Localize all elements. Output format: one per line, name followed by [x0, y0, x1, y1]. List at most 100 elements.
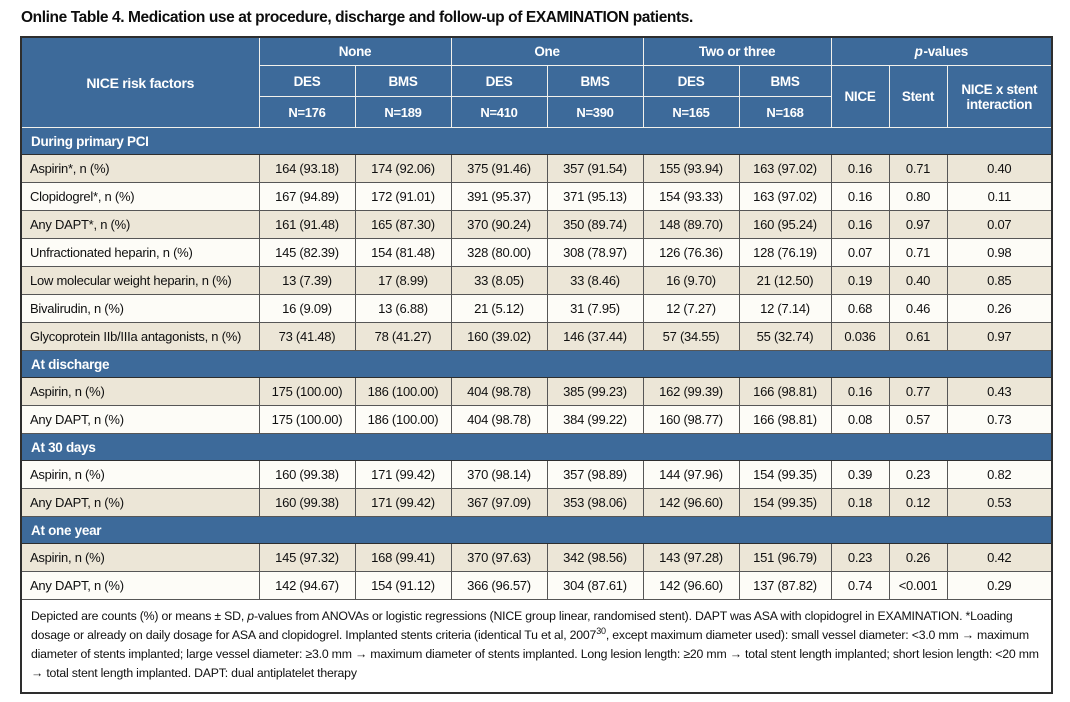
p-value-cell: 0.26 [946, 294, 1053, 323]
value-cell: 21 (5.12) [450, 294, 548, 323]
col-n-bms-two: N=168 [738, 96, 832, 128]
header-n-row: N=176 N=189 N=410 N=390 N=165 N=168 [21, 96, 1052, 128]
p-value-cell: <0.001 [888, 571, 948, 600]
p-value-cell: 0.08 [830, 405, 890, 434]
table-row: Any DAPT, n (%) 175 (100.00) 186 (100.00) 4… [20, 405, 1053, 434]
footnote-pre: Depicted are counts (%) or means ± SD, [31, 609, 248, 623]
value-cell: 175 (100.00) [258, 405, 356, 434]
section-header: At 30 days [20, 433, 1053, 461]
value-cell: 186 (100.00) [354, 405, 452, 434]
section-row: During primary PCI [20, 127, 1053, 155]
value-cell: 12 (7.14) [738, 294, 832, 323]
value-cell: 151 (96.79) [738, 543, 832, 572]
value-cell: 165 (87.30) [354, 210, 452, 239]
value-cell: 137 (87.82) [738, 571, 832, 600]
col-header-des-one: DES [450, 65, 548, 97]
p-value-cell: 0.26 [888, 543, 948, 572]
value-cell: 13 (6.88) [354, 294, 452, 323]
p-value-cell: 0.16 [830, 210, 890, 239]
value-cell: 154 (91.12) [354, 571, 452, 600]
p-value-cell: 0.71 [888, 154, 948, 183]
table-row: Unfractionated heparin, n (%) 145 (82.39)… [20, 238, 1053, 267]
col-header-des-two: DES [642, 65, 740, 97]
value-cell: 145 (97.32) [258, 543, 356, 572]
table-row: Any DAPT, n (%) 142 (94.67) 154 (91.12) 366… [20, 571, 1053, 600]
section-row: At 30 days [20, 433, 1053, 461]
value-cell: 160 (98.77) [642, 405, 740, 434]
value-cell: 155 (93.94) [642, 154, 740, 183]
value-cell: 142 (96.60) [642, 571, 740, 600]
col-group-none: None [258, 36, 452, 66]
footnote-mid: -values from ANOVAs or logistic regressi… [31, 609, 1013, 643]
value-cell: 16 (9.70) [642, 266, 740, 295]
value-cell: 353 (98.06) [546, 488, 644, 517]
footnote-p-italic: p [247, 609, 254, 623]
p-value-cell: 0.18 [830, 488, 890, 517]
value-cell: 371 (95.13) [546, 182, 644, 211]
value-cell: 33 (8.05) [450, 266, 548, 295]
value-cell: 160 (39.02) [450, 322, 548, 351]
value-cell: 31 (7.95) [546, 294, 644, 323]
row-label: Bivalirudin, n (%) [20, 294, 260, 323]
value-cell: 13 (7.39) [258, 266, 356, 295]
col-header-nice-x-stent-interaction: NICE x stent interaction [946, 65, 1053, 128]
table-row: Clopidogrel*, n (%) 167 (94.89) 172 (91.01… [20, 182, 1053, 211]
value-cell: 17 (8.99) [354, 266, 452, 295]
value-cell: 144 (97.96) [642, 460, 740, 489]
value-cell: 55 (32.74) [738, 322, 832, 351]
footnote-post: , except maximum diameter used): small v… [31, 628, 1039, 681]
row-label: Low molecular weight heparin, n (%) [20, 266, 260, 295]
p-value-cell: 0.77 [888, 377, 948, 406]
col-header-nice-p: NICE [830, 65, 890, 128]
footnote-text: Depicted are counts (%) or means ± SD, p… [20, 599, 1053, 694]
row-label: Glycoprotein IIb/IIIa antagonists, n (%) [20, 322, 260, 351]
section-header: At discharge [20, 350, 1053, 378]
table-row: Aspirin, n (%) 145 (97.32) 168 (99.41) 370 … [20, 543, 1053, 572]
value-cell: 160 (99.38) [258, 460, 356, 489]
p-value-cell: 0.97 [888, 210, 948, 239]
value-cell: 370 (98.14) [450, 460, 548, 489]
value-cell: 161 (91.48) [258, 210, 356, 239]
p-value-cell: 0.57 [888, 405, 948, 434]
row-label: Any DAPT, n (%) [20, 488, 260, 517]
col-header-bms-two: BMS [738, 65, 832, 97]
value-cell: 168 (99.41) [354, 543, 452, 572]
table-row: Any DAPT, n (%) 160 (99.38) 171 (99.42) 367… [20, 488, 1053, 517]
p-value-cell: 0.97 [946, 322, 1053, 351]
value-cell: 175 (100.00) [258, 377, 356, 406]
p-values-label-italic: p [914, 44, 923, 59]
header-group-row: NICE risk factors None One Two or three … [20, 36, 1053, 128]
value-cell: 16 (9.09) [258, 294, 356, 323]
value-cell: 357 (98.89) [546, 460, 644, 489]
value-cell: 304 (87.61) [546, 571, 644, 600]
p-value-cell: 0.12 [888, 488, 948, 517]
value-cell: 308 (78.97) [546, 238, 644, 267]
value-cell: 78 (41.27) [354, 322, 452, 351]
value-cell: 370 (97.63) [450, 543, 548, 572]
value-cell: 164 (93.18) [258, 154, 356, 183]
p-value-cell: 0.23 [830, 543, 890, 572]
value-cell: 160 (99.38) [258, 488, 356, 517]
value-cell: 163 (97.02) [738, 182, 832, 211]
col-header-des-none: DES [258, 65, 356, 97]
value-cell: 145 (82.39) [258, 238, 356, 267]
row-label: Aspirin, n (%) [20, 460, 260, 489]
value-cell: 21 (12.50) [738, 266, 832, 295]
section-row: At discharge [20, 350, 1053, 378]
table-row: Aspirin, n (%) 160 (99.38) 171 (99.42) 370 … [20, 460, 1053, 489]
row-label: Aspirin, n (%) [20, 543, 260, 572]
value-cell: 357 (91.54) [546, 154, 644, 183]
table-row: Aspirin, n (%) 175 (100.00) 186 (100.00) 40… [20, 377, 1053, 406]
table-title: Online Table 4. Medication use at proced… [21, 9, 693, 26]
row-label: Unfractionated heparin, n (%) [20, 238, 260, 267]
value-cell: 366 (96.57) [450, 571, 548, 600]
p-value-cell: 0.11 [946, 182, 1053, 211]
row-label: Clopidogrel*, n (%) [20, 182, 260, 211]
value-cell: 370 (90.24) [450, 210, 548, 239]
table-footer: Depicted are counts (%) or means ± SD, p… [20, 599, 1053, 694]
value-cell: 126 (76.36) [642, 238, 740, 267]
value-cell: 391 (95.37) [450, 182, 548, 211]
p-value-cell: 0.43 [946, 377, 1053, 406]
p-value-cell: 0.29 [946, 571, 1053, 600]
